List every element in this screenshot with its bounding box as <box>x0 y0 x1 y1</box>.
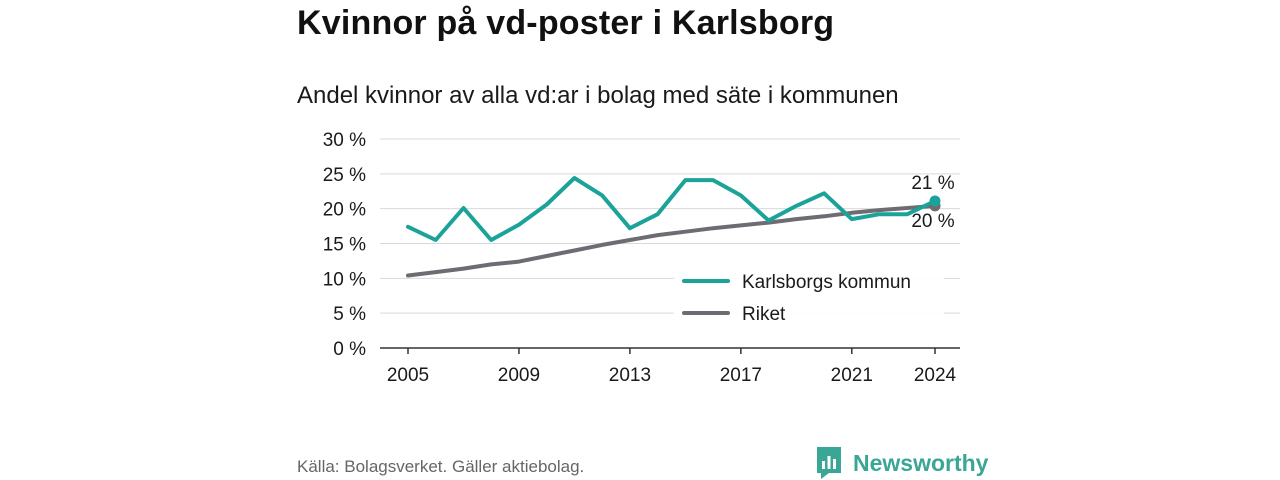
chart-subtitle: Andel kvinnor av alla vd:ar i bolag med … <box>297 82 899 109</box>
y-tick-label: 30 % <box>323 130 366 151</box>
end-label-riket: 20 % <box>911 211 954 232</box>
x-tick-label: 2021 <box>831 365 873 386</box>
x-tick-label: 2009 <box>498 365 540 386</box>
legend-label-karlsborg: Karlsborgs kommun <box>742 272 911 293</box>
x-tick-label: 2017 <box>720 365 762 386</box>
source-note: Källa: Bolagsverket. Gäller aktiebolag. <box>297 457 585 476</box>
legend: Karlsborgs kommun Riket <box>674 264 944 330</box>
series-lines <box>406 176 941 278</box>
y-tick-label: 0 % <box>333 339 366 360</box>
newsworthy-logo[interactable]: Newsworthy <box>815 446 988 480</box>
y-tick-label: 5 % <box>333 304 366 325</box>
chart-title: Kvinnor på vd-poster i Karlsborg <box>297 4 835 42</box>
line-chart: 0 % 5 % 10 % 15 % 20 % 25 % 30 % 2005 2009 2013 20… <box>323 130 960 386</box>
end-labels: 21 % 20 % <box>911 173 954 232</box>
axes: 0 % 5 % 10 % 15 % 20 % 25 % 30 % 2005 2009 2013 20… <box>323 130 960 386</box>
brand-name: Newsworthy <box>853 449 989 476</box>
x-tick-label: 2013 <box>609 365 651 386</box>
end-marker-karlsborg <box>929 195 941 207</box>
newsworthy-icon <box>817 447 841 479</box>
end-label-karlsborg: 21 % <box>911 173 954 194</box>
series-line-karlsborg <box>406 176 937 242</box>
legend-background <box>674 264 944 330</box>
x-tick-label: 2024 <box>914 365 957 386</box>
gridlines <box>380 138 960 314</box>
y-tick-label: 20 % <box>323 200 366 221</box>
y-tick-label: 10 % <box>323 269 366 290</box>
y-tick-label: 25 % <box>323 165 366 186</box>
legend-label-riket: Riket <box>742 304 786 325</box>
x-tick-label: 2005 <box>387 365 429 386</box>
y-tick-label: 15 % <box>323 235 366 256</box>
